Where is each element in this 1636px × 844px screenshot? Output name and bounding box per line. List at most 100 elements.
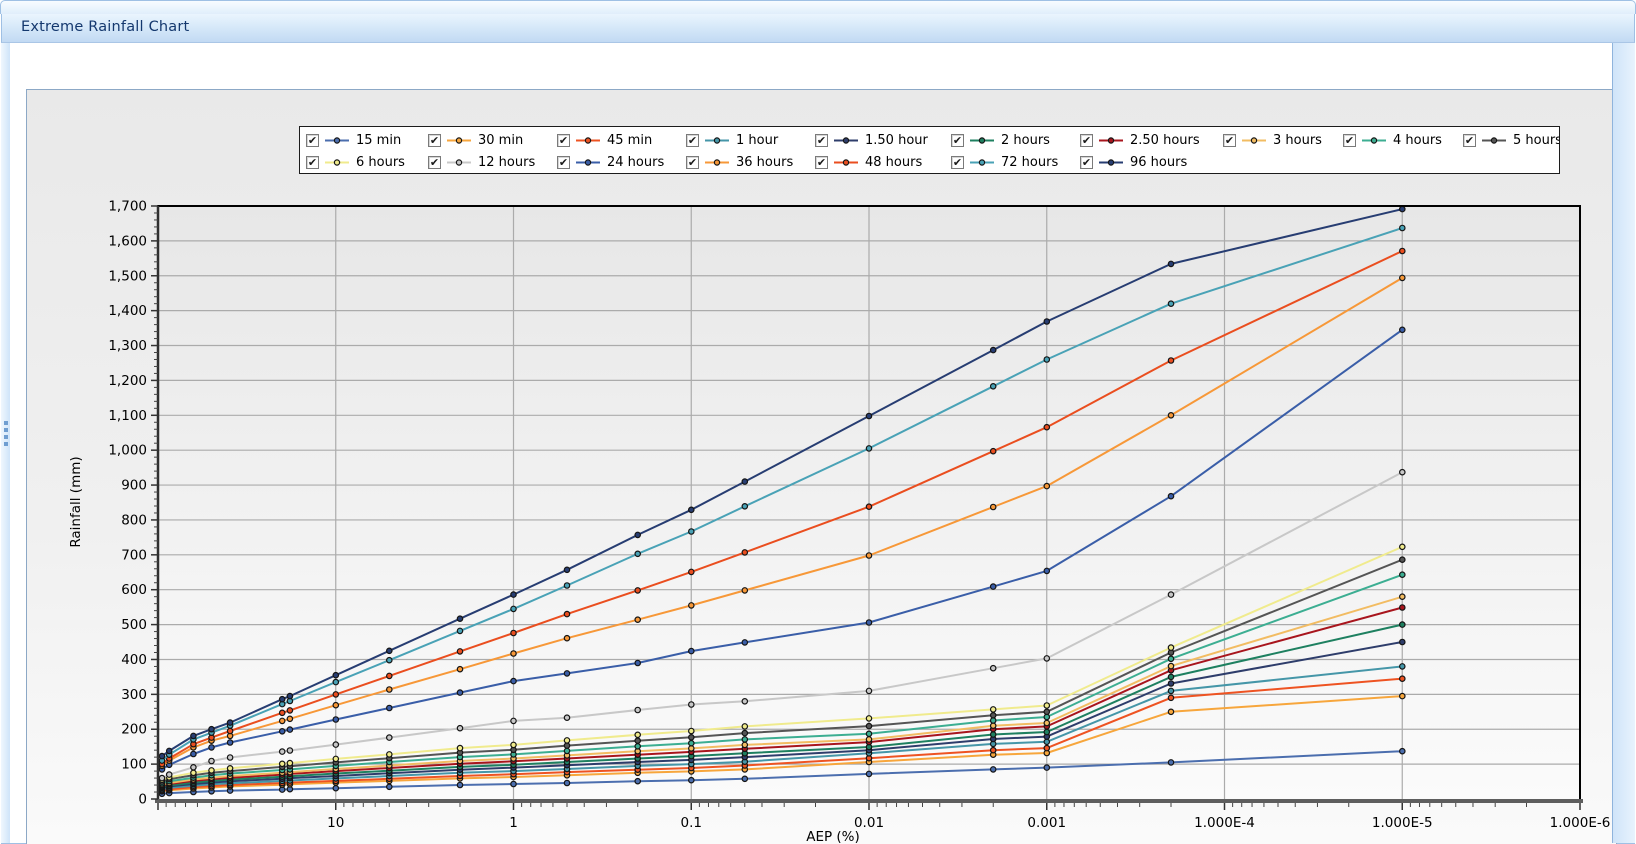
- legend-item-1-hour: ✔ 1 hour: [686, 129, 815, 151]
- legend-checkbox-48-hours[interactable]: ✔: [815, 155, 828, 169]
- legend-checkbox-4-hours[interactable]: ✔: [1343, 133, 1356, 147]
- y-tick-label: 1,700: [108, 199, 147, 215]
- legend-label-24-hours: 24 hours: [607, 154, 665, 170]
- legend-item-30-min: ✔ 30 min: [428, 129, 557, 151]
- legend-marker-48-hours: [834, 158, 858, 166]
- window-right-edge: [1612, 43, 1635, 843]
- window-content: AEP (%) Rainfall (mm) 0 100 200 300 400 500 60…: [1, 43, 1635, 844]
- legend-label-2-hours: 2 hours: [1001, 132, 1050, 148]
- legend-label-45-min: 45 min: [607, 132, 653, 148]
- legend-marker-5-hours: [1482, 136, 1506, 144]
- legend-marker-72-hours: [970, 158, 994, 166]
- legend-marker-2-hours: [970, 136, 994, 144]
- x-axis-title: AEP (%): [806, 829, 860, 844]
- legend-label-72-hours: 72 hours: [1001, 154, 1059, 170]
- legend-checkbox-30-min[interactable]: ✔: [428, 133, 441, 147]
- y-tick-label: 900: [121, 478, 147, 494]
- legend-marker-2-50-hours: [1099, 136, 1123, 144]
- legend-marker-1-hour: [705, 136, 729, 144]
- legend-marker-1-50-hour: [834, 136, 858, 144]
- legend-marker-45-min: [576, 136, 600, 144]
- y-tick-label: 1,600: [108, 233, 147, 249]
- legend-checkbox-3-hours[interactable]: ✔: [1223, 133, 1236, 147]
- legend-item-5-hours: ✔ 5 hours: [1463, 129, 1560, 151]
- window-top-edge: [0, 0, 1636, 14]
- x-tick-label: 1.000E-4: [1194, 815, 1255, 831]
- legend-item-3-hours: ✔ 3 hours: [1223, 129, 1343, 151]
- x-tick-label: 1: [509, 815, 518, 831]
- y-tick-label: 0: [138, 792, 147, 808]
- legend-marker-12-hours: [447, 158, 471, 166]
- y-tick-label: 1,000: [108, 443, 147, 459]
- legend-item-12-hours: ✔ 12 hours: [428, 151, 557, 173]
- y-tick-label: 700: [121, 547, 147, 563]
- x-tick-label: 1.000E-6: [1550, 815, 1611, 831]
- y-tick-label: 600: [121, 582, 147, 598]
- legend-item-36-hours: ✔ 36 hours: [686, 151, 815, 173]
- y-tick-label: 1,400: [108, 303, 147, 319]
- x-tick-label: 1.000E-5: [1372, 815, 1433, 831]
- legend-checkbox-15-min[interactable]: ✔: [306, 133, 319, 147]
- legend-label-2-50-hours: 2.50 hours: [1130, 132, 1200, 148]
- window-title: Extreme Rainfall Chart: [21, 19, 190, 35]
- legend-label-5-hours: 5 hours: [1513, 132, 1560, 148]
- legend-marker-36-hours: [705, 158, 729, 166]
- legend-item-48-hours: ✔ 48 hours: [815, 151, 951, 173]
- y-tick-label: 1,200: [108, 373, 147, 389]
- y-tick-label: 800: [121, 512, 147, 528]
- legend-checkbox-1-hour[interactable]: ✔: [686, 133, 699, 147]
- legend-label-1-hour: 1 hour: [736, 132, 779, 148]
- legend-checkbox-72-hours[interactable]: ✔: [951, 155, 964, 169]
- legend-label-1-50-hour: 1.50 hour: [865, 132, 928, 148]
- legend-item-6-hours: ✔ 6 hours: [306, 151, 428, 173]
- y-tick-label: 200: [121, 722, 147, 738]
- y-tick-label: 1,500: [108, 268, 147, 284]
- legend-checkbox-5-hours[interactable]: ✔: [1463, 133, 1476, 147]
- legend-item-1-50-hour: ✔ 1.50 hour: [815, 129, 951, 151]
- legend-label-15-min: 15 min: [356, 132, 402, 148]
- x-tick-label: 0.001: [1027, 815, 1066, 831]
- legend-label-48-hours: 48 hours: [865, 154, 923, 170]
- legend-checkbox-12-hours[interactable]: ✔: [428, 155, 441, 169]
- legend: ✔ 15 min ✔ 30 min ✔ 45 min ✔ 1 hour ✔ 1.50 hour ✔ 2…: [299, 126, 1560, 174]
- y-tick-label: 500: [121, 617, 147, 633]
- legend-item-15-min: ✔ 15 min: [306, 129, 428, 151]
- legend-label-36-hours: 36 hours: [736, 154, 794, 170]
- rainfall-chart-plot: AEP (%) Rainfall (mm) 0 100 200 300 400 500 60…: [68, 199, 1611, 844]
- legend-item-24-hours: ✔ 24 hours: [557, 151, 686, 173]
- window-title-bar[interactable]: Extreme Rainfall Chart: [1, 14, 1635, 43]
- legend-checkbox-45-min[interactable]: ✔: [557, 133, 570, 147]
- legend-item-2-hours: ✔ 2 hours: [951, 129, 1080, 151]
- legend-checkbox-24-hours[interactable]: ✔: [557, 155, 570, 169]
- y-tick-label: 100: [121, 757, 147, 773]
- legend-label-6-hours: 6 hours: [356, 154, 405, 170]
- legend-item-4-hours: ✔ 4 hours: [1343, 129, 1463, 151]
- legend-checkbox-1-50-hour[interactable]: ✔: [815, 133, 828, 147]
- y-tick-label: 300: [121, 687, 147, 703]
- legend-item-45-min: ✔ 45 min: [557, 129, 686, 151]
- window-left-edge: [1, 43, 10, 843]
- legend-item-2-50-hours: ✔ 2.50 hours: [1080, 129, 1223, 151]
- y-tick-label: 1,100: [108, 408, 147, 424]
- legend-checkbox-2-50-hours[interactable]: ✔: [1080, 133, 1093, 147]
- legend-label-96-hours: 96 hours: [1130, 154, 1188, 170]
- legend-checkbox-36-hours[interactable]: ✔: [686, 155, 699, 169]
- legend-checkbox-2-hours[interactable]: ✔: [951, 133, 964, 147]
- legend-marker-96-hours: [1099, 158, 1123, 166]
- legend-checkbox-96-hours[interactable]: ✔: [1080, 155, 1093, 169]
- legend-marker-6-hours: [325, 158, 349, 166]
- x-tick-label: 10: [327, 815, 344, 831]
- legend-marker-24-hours: [576, 158, 600, 166]
- chart-panel: AEP (%) Rainfall (mm) 0 100 200 300 400 500 60…: [26, 89, 1617, 844]
- legend-label-3-hours: 3 hours: [1273, 132, 1322, 148]
- legend-marker-15-min: [325, 136, 349, 144]
- legend-item-72-hours: ✔ 72 hours: [951, 151, 1080, 173]
- y-axis-title: Rainfall (mm): [68, 456, 84, 547]
- legend-item-96-hours: ✔ 96 hours: [1080, 151, 1223, 173]
- legend-marker-3-hours: [1242, 136, 1266, 144]
- panel-splitter-handle[interactable]: [4, 418, 9, 454]
- legend-checkbox-6-hours[interactable]: ✔: [306, 155, 319, 169]
- y-tick-label: 400: [121, 652, 147, 668]
- legend-marker-4-hours: [1362, 136, 1386, 144]
